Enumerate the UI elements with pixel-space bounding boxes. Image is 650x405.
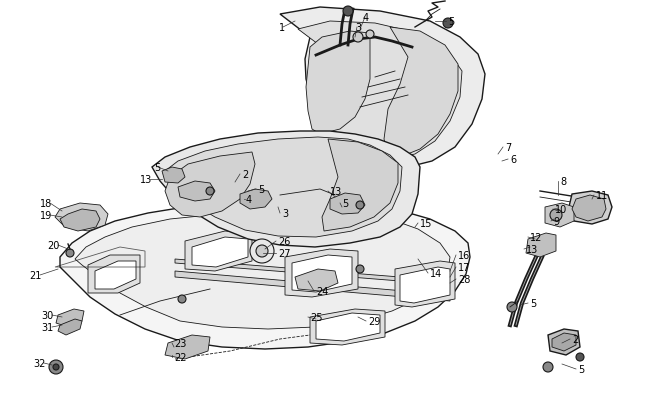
Text: 4: 4 <box>246 194 252 205</box>
Polygon shape <box>322 140 398 231</box>
Text: 21: 21 <box>30 270 42 280</box>
Polygon shape <box>548 329 580 355</box>
Circle shape <box>356 265 364 273</box>
Polygon shape <box>384 28 458 158</box>
Circle shape <box>206 188 214 196</box>
Polygon shape <box>292 256 352 292</box>
Polygon shape <box>165 153 255 217</box>
Text: 13: 13 <box>330 187 343 196</box>
Polygon shape <box>310 309 385 345</box>
Text: 29: 29 <box>368 316 380 326</box>
Text: 10: 10 <box>555 205 567 215</box>
Circle shape <box>353 33 363 43</box>
Polygon shape <box>298 22 462 160</box>
Text: 1: 1 <box>279 23 285 33</box>
Text: 26: 26 <box>278 237 291 246</box>
Circle shape <box>356 202 364 209</box>
Text: 19: 19 <box>40 211 52 220</box>
Circle shape <box>443 19 453 29</box>
Text: 15: 15 <box>420 218 432 228</box>
Polygon shape <box>178 181 215 202</box>
Polygon shape <box>280 8 485 168</box>
Polygon shape <box>175 271 450 301</box>
Polygon shape <box>152 132 420 247</box>
Text: 2: 2 <box>572 334 578 344</box>
Text: 8: 8 <box>560 177 566 187</box>
Text: 18: 18 <box>40 198 52 209</box>
Text: 24: 24 <box>316 286 328 296</box>
Circle shape <box>343 7 353 17</box>
Polygon shape <box>330 194 365 215</box>
Circle shape <box>178 295 186 303</box>
Text: 2: 2 <box>242 170 248 179</box>
Text: 13: 13 <box>140 175 152 185</box>
Polygon shape <box>306 32 370 135</box>
Text: 17: 17 <box>458 262 471 272</box>
Text: 6: 6 <box>510 155 516 164</box>
Polygon shape <box>60 209 100 231</box>
Polygon shape <box>568 192 612 224</box>
Circle shape <box>256 245 268 257</box>
Text: 7: 7 <box>505 143 512 153</box>
Text: 5: 5 <box>578 364 584 374</box>
Text: 23: 23 <box>174 338 187 348</box>
Polygon shape <box>60 202 470 349</box>
Polygon shape <box>58 319 82 335</box>
Text: 22: 22 <box>174 352 187 362</box>
Polygon shape <box>400 267 450 303</box>
Text: 31: 31 <box>42 322 54 332</box>
Polygon shape <box>192 237 248 267</box>
Text: 9: 9 <box>553 216 559 226</box>
Polygon shape <box>285 249 358 297</box>
Text: 14: 14 <box>430 269 442 278</box>
Polygon shape <box>240 190 272 209</box>
Polygon shape <box>75 211 450 329</box>
Text: 5: 5 <box>448 17 454 27</box>
Text: 25: 25 <box>310 312 322 322</box>
Polygon shape <box>55 203 108 231</box>
Circle shape <box>543 362 553 372</box>
Text: 32: 32 <box>34 358 46 368</box>
Text: 4: 4 <box>363 13 369 23</box>
Circle shape <box>53 364 59 370</box>
Text: 12: 12 <box>530 232 542 243</box>
Circle shape <box>250 239 274 263</box>
Circle shape <box>66 249 74 257</box>
Circle shape <box>576 353 584 361</box>
Text: 11: 11 <box>596 190 608 200</box>
Polygon shape <box>88 256 140 293</box>
Polygon shape <box>552 333 576 351</box>
Polygon shape <box>545 203 574 228</box>
Text: 16: 16 <box>458 250 470 260</box>
Polygon shape <box>395 261 455 307</box>
Circle shape <box>366 31 374 39</box>
Text: 20: 20 <box>47 241 60 250</box>
Text: 5: 5 <box>342 198 348 209</box>
Circle shape <box>550 209 562 222</box>
Polygon shape <box>165 138 402 237</box>
Text: 28: 28 <box>458 274 471 284</box>
Text: 13: 13 <box>526 244 538 254</box>
Polygon shape <box>316 313 380 341</box>
Text: 5: 5 <box>154 162 160 173</box>
Text: 3: 3 <box>355 23 361 33</box>
Polygon shape <box>56 309 84 327</box>
Polygon shape <box>165 335 210 359</box>
Polygon shape <box>175 259 450 285</box>
Polygon shape <box>162 168 185 183</box>
Text: 5: 5 <box>258 185 265 194</box>
Text: 3: 3 <box>282 209 288 218</box>
Polygon shape <box>526 233 556 257</box>
Polygon shape <box>572 196 606 222</box>
Text: 27: 27 <box>278 248 291 258</box>
Circle shape <box>507 302 517 312</box>
Text: 30: 30 <box>42 310 54 320</box>
Circle shape <box>49 360 63 374</box>
Polygon shape <box>295 269 338 291</box>
Text: 5: 5 <box>530 298 536 308</box>
Polygon shape <box>95 261 136 289</box>
Polygon shape <box>185 231 252 271</box>
